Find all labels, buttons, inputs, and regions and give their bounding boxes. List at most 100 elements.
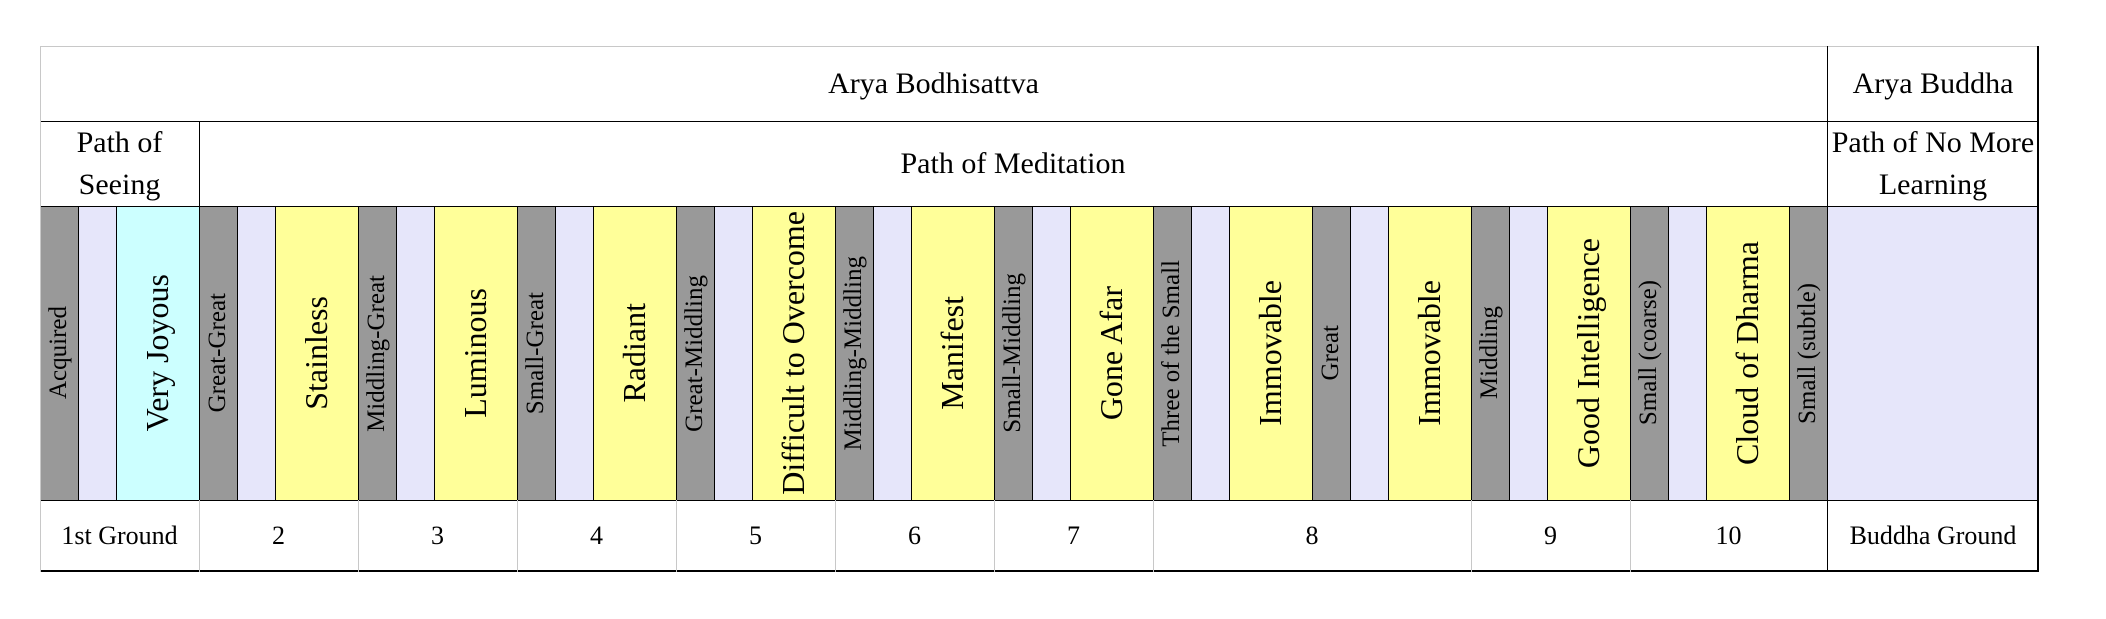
ground-label: 1st Ground — [61, 521, 178, 550]
stage-label: Small (subtle) — [1794, 282, 1821, 424]
grid-line — [275, 206, 276, 500]
ground-label: 4 — [590, 521, 603, 550]
ground-label: 8 — [1305, 521, 1319, 550]
grid-line — [358, 206, 359, 500]
stage-cell — [396, 206, 434, 500]
grid-line — [1070, 206, 1071, 500]
stage-label: Three of the Small — [1158, 259, 1185, 447]
ground-label: 3 — [431, 521, 444, 550]
stage-label: Middling — [1476, 306, 1503, 400]
grid-line — [1471, 500, 1472, 572]
stage-cell — [1191, 206, 1229, 500]
stage-label: Small-Great — [522, 291, 549, 415]
header-arya-bodhisattva: Arya Bodhisattva — [828, 66, 1039, 100]
grid-line — [40, 46, 2039, 47]
ground-label: 2 — [272, 521, 285, 550]
stage-cell: Small-Great — [517, 206, 555, 500]
path-of-seeing: Path of Seeing — [76, 125, 163, 201]
stage-cell: Great-Middling — [676, 206, 714, 500]
grid-line — [752, 206, 753, 500]
stage-label: Difficult to Overcome — [775, 211, 811, 495]
stage-cell: Small-Middling — [994, 206, 1032, 500]
ground-label: 6 — [908, 521, 921, 550]
stage-label: Middling-Great — [363, 274, 390, 432]
stage-cell: Small (subtle) — [1789, 206, 1827, 500]
grid-line — [1153, 206, 1154, 500]
stage-cell — [873, 206, 911, 500]
grid-line — [199, 500, 200, 572]
stage-label: Gone Afar — [1093, 285, 1129, 421]
grid-line — [555, 206, 556, 500]
stage-label: Small (coarse) — [1635, 280, 1662, 426]
stage-cell: Luminous — [434, 206, 517, 500]
grid-line — [835, 500, 836, 572]
stage-cell: Difficult to Overcome — [752, 206, 835, 500]
grid-line — [1668, 206, 1669, 500]
grid-line — [237, 206, 238, 500]
grid-line — [1312, 206, 1313, 500]
stage-cell — [237, 206, 275, 500]
grid-line — [994, 206, 995, 500]
stage-label: Immovable — [1411, 280, 1447, 426]
grid-line — [40, 46, 41, 500]
grid-line — [1706, 206, 1707, 500]
header-arya-buddha: Arya Buddha — [1852, 66, 2014, 100]
stage-label: Small-Middling — [999, 273, 1026, 433]
grid-line — [873, 206, 874, 500]
stage-cell — [1668, 206, 1706, 500]
stage-cell: Immovable — [1388, 206, 1471, 500]
grid-line — [1630, 500, 1631, 572]
grid-line — [40, 570, 2039, 572]
stage-cell: Stainless — [275, 206, 358, 500]
stage-cell: Immovable — [1229, 206, 1312, 500]
grid-line — [1229, 206, 1230, 500]
grounds-table: Arya Bodhisattva Arya Buddha Path of See… — [40, 46, 2071, 572]
grid-line — [2037, 46, 2039, 572]
stage-cell: Acquired — [40, 206, 78, 500]
stage-label: Acquired — [45, 306, 72, 400]
stage-label: Middling-Middling — [840, 255, 867, 451]
stage-cell: Three of the Small — [1153, 206, 1191, 500]
grid-line — [1388, 206, 1389, 500]
stage-cell: Middling — [1471, 206, 1509, 500]
stage-label: Luminous — [457, 288, 493, 418]
stage-cell — [555, 206, 593, 500]
stage-cell: Good Intelligence — [1547, 206, 1630, 500]
grid-line — [1547, 206, 1548, 500]
stage-label: Great — [1317, 325, 1344, 381]
stage-label: Cloud of Dharma — [1729, 241, 1765, 465]
grid-line — [1630, 206, 1631, 500]
grid-line — [396, 206, 397, 500]
ground-label: 9 — [1544, 521, 1557, 550]
stage-label: Good Intelligence — [1570, 237, 1606, 469]
grid-line — [199, 206, 200, 500]
stage-cell: Radiant — [593, 206, 676, 500]
grid-line — [199, 121, 200, 206]
stage-cell — [1350, 206, 1388, 500]
stage-cell — [78, 206, 116, 500]
stage-label: Great-Middling — [681, 274, 708, 432]
stage-cell — [1509, 206, 1547, 500]
stage-cell: Very Joyous — [116, 206, 199, 500]
grid-line — [1032, 206, 1033, 500]
grid-line — [40, 500, 2039, 501]
grid-line — [994, 500, 995, 572]
grid-line — [676, 206, 677, 500]
grid-line — [40, 121, 2039, 122]
grid-line — [1471, 206, 1472, 500]
grid-line — [911, 206, 912, 500]
stage-cell: Small (coarse) — [1630, 206, 1668, 500]
stage-cell: Gone Afar — [1070, 206, 1153, 500]
grid-line — [1153, 500, 1154, 572]
ground-label: Buddha Ground — [1849, 521, 2017, 550]
stage-label: Stainless — [298, 296, 334, 410]
grid-line — [116, 206, 117, 500]
grid-line — [593, 206, 594, 500]
stage-label: Radiant — [616, 303, 652, 403]
grid-line — [517, 206, 518, 500]
stage-cell: Middling-Middling — [835, 206, 873, 500]
stage-cell: Middling-Great — [358, 206, 396, 500]
grid-line — [434, 206, 435, 500]
grid-line — [1789, 206, 1790, 500]
grid-line — [1827, 46, 1828, 572]
